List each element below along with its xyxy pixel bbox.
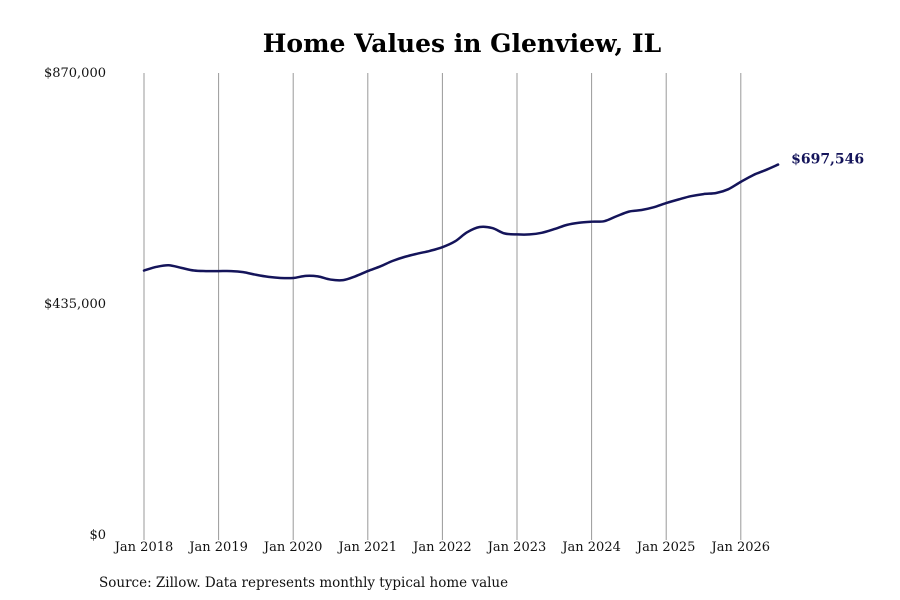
x-tick-label: Jan 2020 xyxy=(262,540,323,555)
x-tick-label: Jan 2018 xyxy=(113,540,174,555)
x-axis-ticks: Jan 2018 Jan 2019 Jan 2020 Jan 2021 Jan 2022… xyxy=(113,535,770,555)
x-tick-label: Jan 2022 xyxy=(411,540,472,555)
y-tick-label: $435,000 xyxy=(44,297,106,312)
y-axis-ticks: $0 $435,000 $870,000 xyxy=(44,66,106,543)
y-tick-label: $0 xyxy=(89,528,106,543)
x-tick-label: Jan 2023 xyxy=(486,540,547,555)
gridlines xyxy=(143,73,742,535)
x-tick-label: Jan 2019 xyxy=(187,540,248,555)
source-note: Source: Zillow. Data represents monthly … xyxy=(99,575,508,591)
chart-title: Home Values in Glenview, IL xyxy=(263,29,662,58)
x-tick-label: Jan 2026 xyxy=(710,540,771,555)
x-tick-label: Jan 2021 xyxy=(337,540,398,555)
series-line xyxy=(142,163,780,282)
x-tick-label: Jan 2025 xyxy=(635,540,696,555)
x-tick-label: Jan 2024 xyxy=(560,540,621,555)
end-value-label: $697,546 xyxy=(791,152,864,168)
y-tick-label: $870,000 xyxy=(44,66,106,81)
